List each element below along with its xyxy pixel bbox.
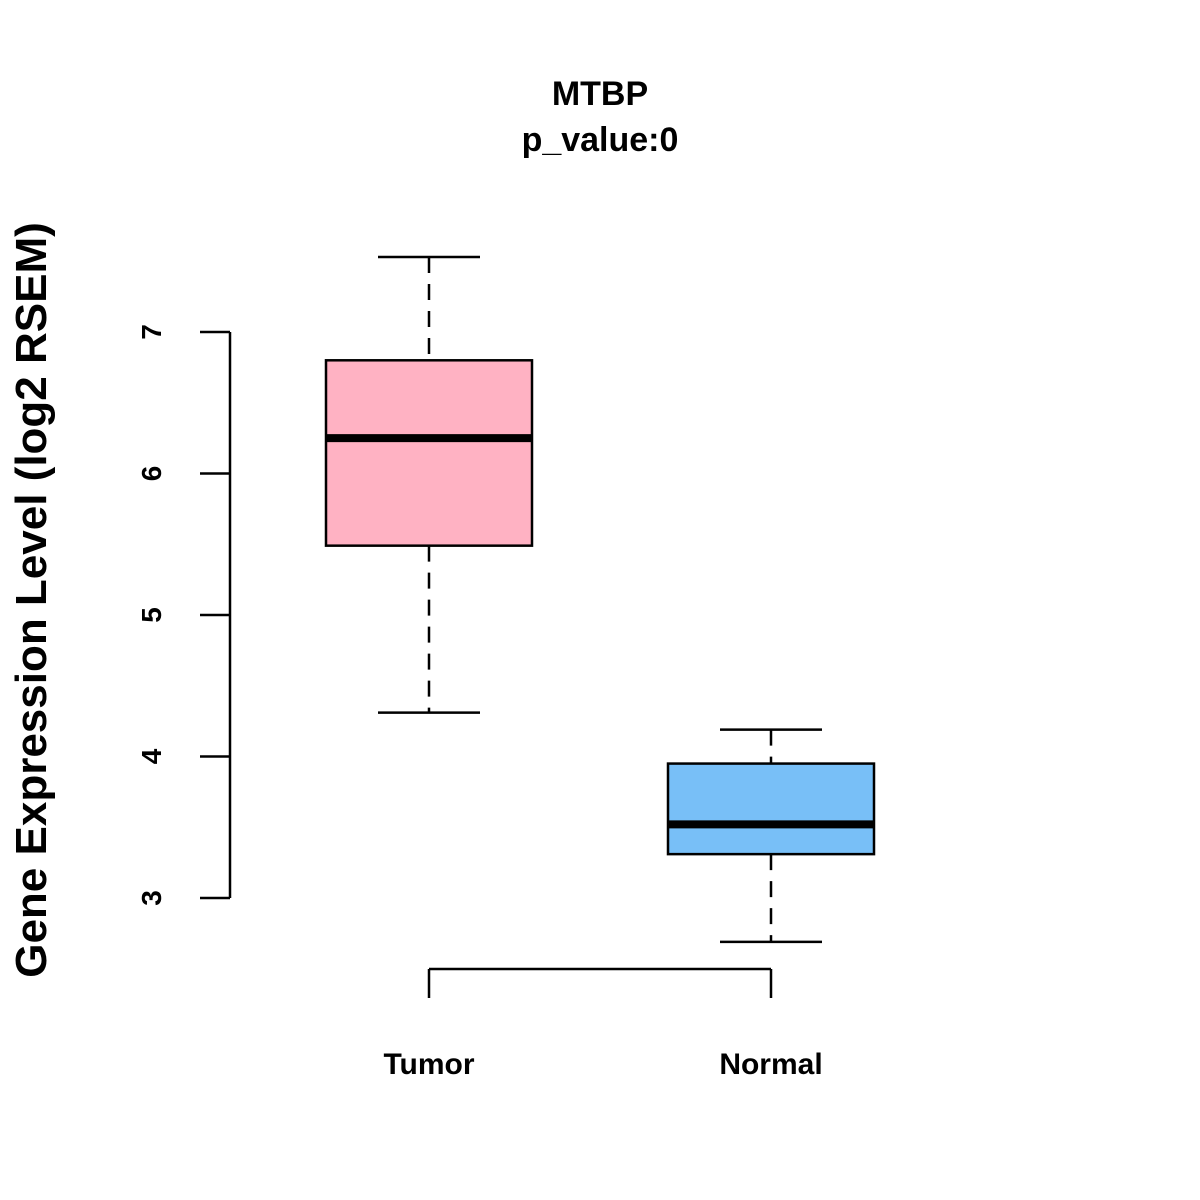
box-tumor: [324, 255, 534, 714]
y-axis: 3 4 5 6 7: [136, 324, 232, 906]
chart-title: MTBP: [552, 75, 648, 113]
chart-subtitle: p_value:0: [522, 121, 679, 159]
y-tick-label-7: 7: [136, 324, 167, 340]
category-label-normal: Normal: [719, 1048, 822, 1081]
y-tick-label-4: 4: [136, 748, 167, 764]
box-normal: [666, 728, 876, 944]
y-tick-label-3: 3: [136, 890, 167, 906]
category-labels: Tumor Normal: [383, 1048, 822, 1081]
iqr-box-normal: [666, 762, 876, 856]
boxes: [324, 255, 876, 944]
iqr-box-tumor: [324, 359, 534, 547]
significance-bracket: [427, 967, 773, 998]
category-label-tumor: Tumor: [383, 1048, 474, 1081]
y-tick-label-5: 5: [136, 607, 167, 623]
y-axis-label: Gene Expression Level (log2 RSEM): [7, 222, 56, 978]
y-tick-label-6: 6: [136, 466, 167, 482]
